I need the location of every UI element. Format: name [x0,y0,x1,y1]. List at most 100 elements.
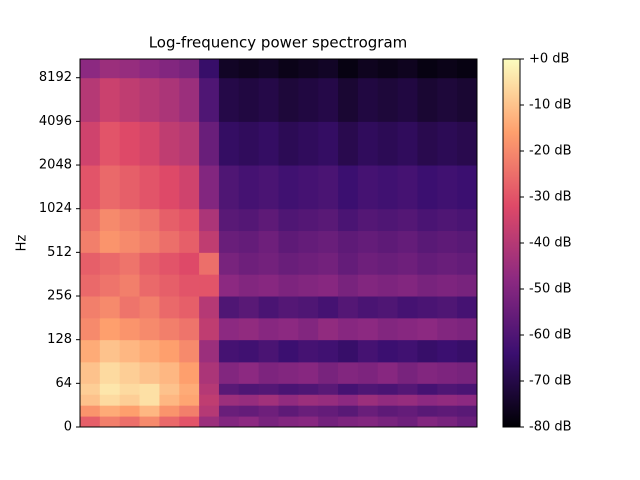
heatmap-cell [397,274,418,297]
heatmap-cell [80,405,101,417]
heatmap-cell [318,252,339,275]
heatmap-cell [119,274,141,297]
heatmap-cell [80,274,101,297]
heatmap-cell [397,361,418,384]
heatmap-cell [298,361,319,384]
heatmap-cell [437,121,458,166]
heatmap-cell [99,77,121,122]
heatmap-cell [159,208,180,232]
heatmap-cell [99,317,121,341]
heatmap-cell [417,339,438,363]
heatmap-cell [278,274,299,297]
heatmap-cell [417,121,438,166]
heatmap-cell [139,230,160,253]
heatmap-cell [298,59,319,79]
heatmap-cell [238,230,260,253]
heatmap-cell [80,121,101,166]
heatmap-cell [119,208,141,232]
heatmap-cell [218,252,240,275]
heatmap-cell [278,416,299,428]
colorbar-tick-label: -70 dB [529,374,572,389]
heatmap-cell [119,296,141,319]
heatmap-cell [218,383,240,395]
heatmap-cell [298,416,319,428]
heatmap-cell [417,208,438,232]
heatmap-cell [119,252,141,275]
heatmap-cell [417,165,438,210]
heatmap-cell [218,77,240,122]
heatmap-cell [199,59,220,79]
heatmap-cell [179,416,200,428]
heatmap-cell [298,383,319,395]
heatmap-cell [298,405,319,417]
heatmap-cell [298,339,319,363]
heatmap-cell [437,77,458,122]
heatmap-cell [357,361,379,384]
heatmap-cell [338,317,359,341]
heatmap-cell [199,208,220,232]
heatmap-cell [139,274,160,297]
heatmap-cell [377,394,399,406]
heatmap-cell [99,165,121,210]
heatmap-cell [199,77,220,122]
heatmap-cell [139,296,160,319]
heatmap-cell [278,165,299,210]
heatmap-cell [99,383,121,395]
heatmap-cell [218,165,240,210]
heatmap-cell [338,59,359,79]
heatmap-cell [80,252,101,275]
colorbar: +0 dB -10 dB -20 dB -30 dB -40 dB -50 dB -60 d… [502,52,572,435]
y-tick-label: 256 [47,289,72,304]
heatmap-cell [278,394,299,406]
heatmap-cell [159,274,180,297]
heatmap-cell [139,165,160,210]
heatmap-cell [258,339,279,363]
heatmap-cell [338,394,359,406]
heatmap-cell [179,230,200,253]
heatmap-cell [238,339,260,363]
heatmap-cell [199,361,220,384]
heatmap-cell [179,208,200,232]
heatmap-cell [278,208,299,232]
heatmap-cell [357,405,379,417]
heatmap-cell [119,165,141,210]
heatmap-cell [318,274,339,297]
heatmap-cell [417,361,438,384]
colorbar-tick-label: -40 dB [529,236,572,251]
heatmap-cell [338,274,359,297]
heatmap-cell [397,339,418,363]
heatmap-cell [258,274,279,297]
heatmap-cell [457,405,478,417]
heatmap-cell [457,339,478,363]
heatmap-cell [119,121,141,166]
heatmap-cell [417,383,438,395]
heatmap-cell [139,59,160,79]
heatmap-cell [179,77,200,122]
heatmap-cell [437,405,458,417]
heatmap-cell [258,317,279,341]
heatmap-cell [338,405,359,417]
heatmap-cell [318,394,339,406]
heatmap-cell [338,339,359,363]
heatmap-cell [377,296,399,319]
heatmap-cell [159,59,180,79]
heatmap-cell [338,252,359,275]
heatmap-cell [417,59,438,79]
heatmap-cell [417,405,438,417]
heatmap-cell [437,59,458,79]
heatmap-cell [99,59,121,79]
heatmap-cell [199,296,220,319]
heatmap-cell [179,383,200,395]
heatmap-cell [457,59,478,79]
heatmap-cell [377,121,399,166]
heatmap-cell [99,405,121,417]
heatmap-cell [258,252,279,275]
heatmap-cell [159,165,180,210]
heatmap-cell [139,405,160,417]
heatmap-cell [278,121,299,166]
y-tick-label: 512 [47,245,72,260]
heatmap-cell [417,230,438,253]
plot-frame [79,58,478,428]
y-tick-label: 2048 [39,158,72,173]
heatmap-cell [159,416,180,428]
